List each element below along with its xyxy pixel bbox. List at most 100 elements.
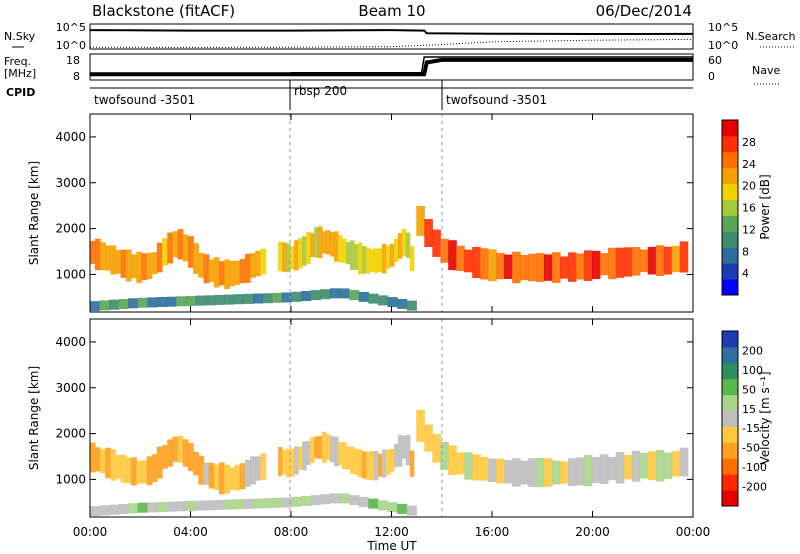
echo-cell <box>260 249 266 275</box>
echo-cell <box>624 247 633 276</box>
echo-cell <box>648 451 657 480</box>
echo-cell <box>291 292 301 302</box>
echo-cell <box>195 296 205 306</box>
echo-cell <box>157 502 167 512</box>
echo-cell <box>253 499 263 509</box>
echo-cell <box>512 252 521 283</box>
echo-cell <box>205 295 215 305</box>
echo-cell <box>568 458 577 486</box>
echo-cell <box>544 254 553 280</box>
echo-cell <box>178 229 184 259</box>
velocity-colorbar-tick-label: 200 <box>742 344 763 357</box>
echo-cell <box>496 253 505 279</box>
echo-cell <box>214 257 220 287</box>
echo-cell <box>394 444 399 467</box>
echo-cell <box>496 459 505 484</box>
echo-cell <box>338 442 343 466</box>
x-tick-label: 20:00 <box>575 525 610 539</box>
echo-cell <box>138 298 148 308</box>
echo-cell <box>576 253 585 279</box>
echo-cell <box>576 457 585 485</box>
echo-cell <box>193 452 199 476</box>
echo-cell <box>157 297 167 307</box>
echo-cell <box>290 246 295 269</box>
echo-cell <box>346 446 351 469</box>
echo-cell <box>147 456 153 485</box>
echo-cell <box>342 239 347 263</box>
echo-cell <box>528 254 537 281</box>
echo-cell <box>616 248 625 278</box>
cpid-segment-1: twofsound -3501 <box>94 93 195 107</box>
echo-cell <box>472 454 481 480</box>
echo-cell <box>664 453 673 479</box>
echo-cell <box>616 452 625 484</box>
echo-cell <box>235 261 241 285</box>
echo-cell <box>128 503 138 513</box>
echo-cell <box>374 249 379 273</box>
echo-cell <box>126 250 132 282</box>
radar-summary-plot: Blackstone (fitACF) Beam 10 06/Dec/2014 … <box>0 0 800 554</box>
velocity-colorbar-swatch <box>722 458 738 474</box>
noise-panel-frame <box>90 24 693 49</box>
echo-cell <box>215 500 225 510</box>
power-colorbar-tick-label: 16 <box>742 202 756 215</box>
echo-cell <box>272 293 282 303</box>
y-tick-label: 3000 <box>55 381 86 395</box>
y-tick-label: 4000 <box>55 130 86 144</box>
echo-cell <box>552 461 561 485</box>
echo-cell <box>99 505 109 515</box>
echo-cell <box>186 501 196 511</box>
echo-cell <box>198 253 204 278</box>
frequency-series <box>90 57 693 74</box>
echo-cell <box>368 294 378 304</box>
echo-cell <box>407 506 417 516</box>
echo-cell <box>407 301 417 311</box>
echo-cell <box>320 289 330 299</box>
echo-cell <box>250 456 256 484</box>
echo-cell <box>95 239 101 270</box>
echo-cell <box>680 448 689 477</box>
power-colorbar-tick-label: 8 <box>742 245 749 258</box>
echo-cell <box>234 294 244 304</box>
echo-cell <box>95 447 101 471</box>
power-axis: 1000200030004000 <box>55 114 693 312</box>
echo-cell <box>472 247 481 278</box>
noise-left-tick-bottom: 10^0 <box>56 39 86 52</box>
echo-cell <box>330 288 340 298</box>
echo-cell <box>656 245 665 276</box>
echo-cell <box>282 450 287 474</box>
echo-cell <box>608 457 617 480</box>
x-tick-label: 16:00 <box>475 525 510 539</box>
velocity-colorbar-swatch <box>722 331 738 347</box>
echo-cell <box>126 457 132 483</box>
echo-cell <box>584 250 593 281</box>
echo-cell <box>147 502 157 512</box>
echo-cell <box>250 253 256 278</box>
echo-cell <box>397 504 407 514</box>
echo-cell <box>278 242 283 272</box>
echo-cell <box>568 252 577 281</box>
freq-left-tick-bottom: 8 <box>73 70 80 83</box>
power-panel: 1000200030004000 Slant Range [km] <box>27 114 693 312</box>
power-colorbar-swatch <box>722 200 738 216</box>
y-tick-label: 3000 <box>55 176 86 190</box>
noise-series <box>90 30 693 47</box>
echo-cell <box>370 451 375 480</box>
y-tick-label: 2000 <box>55 222 86 236</box>
echo-cell <box>131 255 137 279</box>
echo-cell <box>672 451 681 476</box>
echo-cell <box>326 230 331 254</box>
echo-cell <box>90 506 100 516</box>
echo-cell <box>368 499 378 509</box>
echo-cell <box>464 250 473 273</box>
echo-cell <box>255 456 261 480</box>
echo-cell <box>109 505 119 515</box>
echo-cell <box>306 441 311 465</box>
echo-cell <box>656 450 665 481</box>
echo-cell <box>672 246 681 272</box>
echo-cell <box>394 239 399 263</box>
echo-cell <box>350 240 355 270</box>
echo-cell <box>147 297 157 307</box>
echo-cell <box>362 451 367 478</box>
echo-cell <box>349 290 359 300</box>
